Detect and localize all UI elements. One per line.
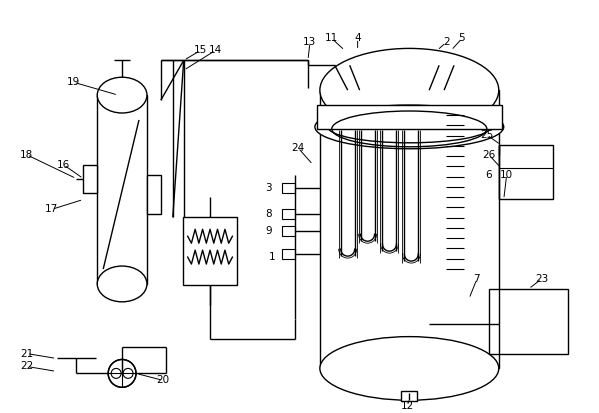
Text: 17: 17: [45, 204, 58, 214]
Bar: [183, 217, 237, 285]
Text: 6: 6: [486, 170, 492, 180]
Bar: [499, 145, 553, 199]
Text: 22: 22: [20, 361, 34, 371]
Bar: [282, 209, 295, 219]
Text: 1: 1: [269, 252, 276, 262]
Text: 3: 3: [265, 183, 271, 192]
Text: 25: 25: [480, 130, 494, 140]
Ellipse shape: [328, 111, 491, 143]
Text: 18: 18: [20, 150, 34, 160]
Text: 14: 14: [209, 45, 222, 55]
Bar: [282, 249, 295, 259]
Text: 19: 19: [66, 77, 80, 87]
Text: 12: 12: [401, 401, 414, 411]
Ellipse shape: [315, 105, 504, 149]
Text: 4: 4: [355, 33, 361, 43]
Text: 11: 11: [325, 33, 338, 43]
Bar: [489, 289, 568, 354]
Bar: [320, 90, 499, 368]
Text: 7: 7: [474, 274, 480, 284]
Text: 21: 21: [20, 349, 34, 358]
Text: 15: 15: [194, 45, 207, 55]
Text: 26: 26: [482, 150, 495, 160]
Text: 24: 24: [291, 143, 305, 153]
Text: 5: 5: [459, 33, 465, 43]
Ellipse shape: [320, 48, 499, 132]
Text: 16: 16: [57, 160, 70, 170]
Circle shape: [123, 368, 133, 378]
Bar: [401, 391, 418, 401]
Text: 9: 9: [265, 226, 271, 236]
Ellipse shape: [97, 266, 147, 302]
Bar: [83, 165, 97, 192]
Ellipse shape: [97, 77, 147, 113]
Bar: [147, 175, 161, 214]
Text: 20: 20: [156, 375, 170, 385]
Text: 13: 13: [303, 38, 316, 47]
Circle shape: [108, 359, 136, 387]
Ellipse shape: [320, 337, 499, 400]
Bar: [97, 95, 147, 284]
Text: 8: 8: [265, 209, 271, 219]
Bar: [317, 105, 502, 129]
Text: 2: 2: [443, 38, 449, 47]
Circle shape: [111, 368, 121, 378]
Bar: [282, 183, 295, 192]
Text: 23: 23: [535, 274, 548, 284]
Text: 10: 10: [500, 170, 513, 180]
Bar: [282, 226, 295, 236]
